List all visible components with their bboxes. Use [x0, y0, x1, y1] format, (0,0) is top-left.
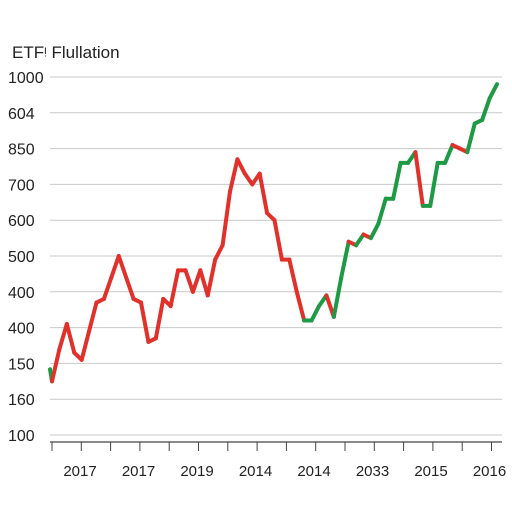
series-segment-down: [213, 243, 225, 262]
y-tick-label: 160: [8, 392, 35, 409]
y-tick-label: 850: [8, 142, 35, 159]
series-segment-down: [101, 275, 114, 301]
series-segment-up: [428, 160, 440, 208]
series-segment-up: [376, 196, 388, 226]
series-segment-down: [228, 157, 240, 194]
series-segment-down: [242, 171, 255, 187]
series-segment-down: [109, 254, 121, 280]
series-segment-down: [168, 268, 181, 309]
series-segment-down: [257, 171, 270, 216]
series-segment-up: [487, 82, 499, 101]
series-segment-down: [153, 296, 166, 341]
y-axis-ticks: 1000 604 850 700 600 500 400 400 150 160 100: [8, 70, 44, 445]
x-axis-ticks: 2017 2017 2019 2014 2014 2033 2015 2016: [51, 442, 506, 480]
series-segment-up: [354, 232, 366, 248]
series-segment-down: [220, 189, 232, 248]
series-segment-down: [183, 268, 195, 294]
y-tick-label: 700: [8, 177, 35, 194]
x-tick-label: 2014: [239, 463, 272, 480]
series-segment-up: [309, 304, 321, 323]
series-segment-down: [413, 150, 425, 208]
series-segment-up: [443, 143, 455, 165]
series-segment-down: [205, 257, 218, 298]
series-segment-up: [391, 160, 403, 201]
series-segment-up: [368, 221, 381, 241]
series-segment-down: [79, 329, 92, 362]
x-tick-label: 2015: [414, 463, 447, 480]
y-tick-label: 100: [8, 428, 35, 445]
y-tick-label: 604: [8, 106, 35, 123]
series-segment-up: [331, 275, 344, 319]
series-segment-down: [87, 300, 99, 334]
x-tick-label: 2019: [180, 463, 213, 480]
x-tick-label: 2017: [122, 463, 155, 480]
chart-title: ETFᵎ Flullation: [12, 43, 120, 62]
series-segment-up: [465, 121, 477, 155]
y-tick-label: 400: [8, 285, 35, 302]
price-series: [48, 82, 499, 384]
x-tick-label: 2033: [356, 463, 389, 480]
series-segment-up: [339, 239, 351, 280]
series-segment-down: [64, 322, 77, 355]
series-segment-down: [294, 289, 307, 323]
y-tick-label: 1000: [8, 70, 44, 87]
y-tick-label: 400: [8, 321, 35, 338]
y-tick-label: 500: [8, 249, 35, 266]
series-segment-down: [139, 300, 151, 344]
series-segment-down: [190, 268, 203, 294]
series-segment-down: [116, 254, 129, 280]
y-tick-label: 150: [8, 356, 35, 373]
y-tick-label: 600: [8, 213, 35, 230]
series-segment-down: [57, 322, 69, 352]
series-segment-down: [235, 157, 247, 176]
x-tick-label: 2016: [473, 463, 506, 480]
series-segment-down: [287, 257, 299, 294]
x-tick-label: 2014: [297, 463, 330, 480]
x-tick-label: 2017: [63, 463, 96, 480]
series-segment-down: [124, 275, 136, 301]
series-segment-down: [198, 268, 210, 298]
series-segment-up: [480, 96, 492, 122]
series-segment-down: [50, 347, 62, 384]
series-segment-down: [272, 218, 284, 262]
